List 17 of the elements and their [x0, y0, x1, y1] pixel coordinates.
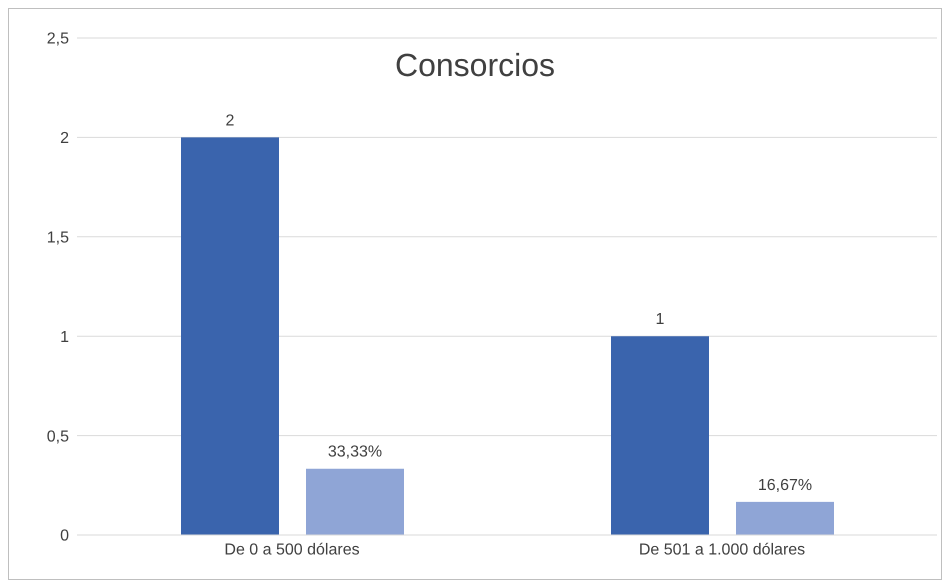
bar: [611, 336, 709, 535]
data-label: 33,33%: [328, 444, 382, 461]
y-tick-label: 1: [60, 328, 70, 346]
bar: [181, 137, 279, 535]
data-label: 16,67%: [758, 476, 812, 494]
y-tick-label: 2: [60, 130, 70, 148]
data-label: 1: [656, 311, 665, 328]
x-tick-label: De 0 a 500 dólares: [224, 541, 360, 558]
x-tick-label: De 501 a 1.000 dólares: [638, 541, 806, 558]
y-tick-label: 0,5: [46, 428, 70, 446]
chart-title: Consorcios: [388, 47, 562, 83]
data-label: 2: [226, 112, 235, 130]
y-tick-label: 0: [60, 528, 70, 545]
bar: [736, 502, 834, 535]
bar: [306, 468, 404, 535]
y-tick-label: 1,5: [46, 229, 70, 246]
y-tick-label: 2,5: [46, 30, 70, 48]
